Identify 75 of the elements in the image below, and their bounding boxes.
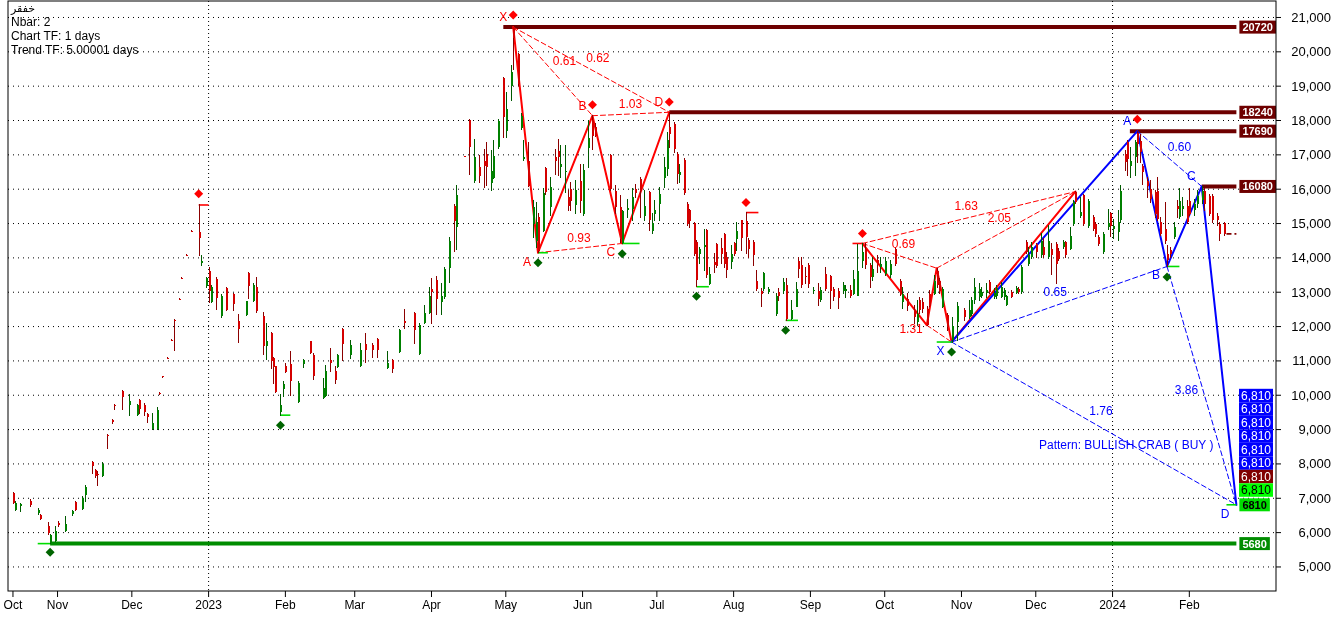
x-tick-label: Nov [46,598,69,612]
annotation: 6,810 [1240,402,1272,417]
data-label: 17690 [1242,125,1273,138]
x-tick-label: Nov [950,598,973,612]
x-tick-label: Sep [799,598,822,612]
data-label: 20720 [1242,21,1273,34]
y-tick-label: 18,000 [1291,113,1331,129]
data-label: B [578,98,587,113]
data-label: C [606,245,616,260]
y-tick-label: 17,000 [1291,147,1331,163]
x-tick-label: 2024 [1099,598,1127,612]
y-tick-label: 10,000 [1291,387,1331,403]
x-tick-label: 2023 [195,598,223,612]
series-label: 3.86 [1174,383,1199,398]
series-label: 0.61 [552,53,577,68]
series-label: 1.03 [618,97,643,112]
data-label: X [936,344,945,359]
series-label: 1.76 [1089,404,1113,419]
annotation: 6,810 [1240,469,1272,484]
series-label: 0.93 [567,230,591,245]
y-tick-label: 15,000 [1291,216,1331,232]
y-tick-label: 14,000 [1291,250,1331,266]
annotation: Chart TF: 1 days [11,29,101,43]
annotation: 6,810 [1240,483,1272,498]
data-label: D [654,95,664,110]
data-label: A [522,254,531,269]
annotation: 6,810 [1240,388,1272,403]
annotation: 6,810 [1240,442,1272,457]
x-tick-label: Mar [344,598,366,612]
x-tick-label: Feb [1178,598,1200,612]
series-label: 0.65 [1043,285,1067,300]
y-tick-label: 19,000 [1291,78,1331,94]
x-tick-label: Jul [649,598,665,612]
y-tick-label: 7,000 [1298,490,1331,506]
x-tick-label: May [494,598,518,612]
y-tick-label: 12,000 [1291,319,1331,335]
y-tick-label: 16,000 [1291,181,1331,197]
series-label: 0.62 [586,50,610,65]
data-label: B [1152,268,1161,283]
annotation: Trend TF: 5.00001 days [11,43,139,57]
chart-title: خفقر [10,2,35,15]
y-tick-label: 5,000 [1298,559,1331,575]
x-tick-label: Oct [875,598,895,612]
data-label: 6810 [1242,498,1267,511]
y-tick-label: 21,000 [1291,9,1331,25]
series-label: Pattern: BULLISH CRAB ( BUY ) [1038,438,1214,453]
data-label: 16080 [1242,180,1273,193]
x-tick-label: Feb [275,598,297,612]
series-label: 0.60 [1167,140,1192,155]
x-tick-label: Oct [3,598,23,612]
x-tick-label: Aug [722,598,745,612]
data-label: D [1220,506,1230,521]
y-tick-label: 8,000 [1298,456,1331,472]
y-tick-label: 13,000 [1291,284,1331,300]
data-label: 18240 [1242,106,1273,119]
x-tick-label: Apr [422,598,441,612]
annotation: 6,810 [1240,415,1272,430]
annotation: 6,810 [1240,456,1272,471]
data-label: 5680 [1242,537,1267,550]
x-tick-label: Dec [121,598,143,612]
x-tick-label: Jun [572,598,593,612]
data-label: A [1123,114,1132,129]
series-label: 1.31 [899,322,923,337]
x-tick-label: Dec [1025,598,1047,612]
series-label: 0.69 [891,237,916,252]
annotation: 6,810 [1240,429,1272,444]
y-tick-label: 11,000 [1292,353,1331,369]
y-tick-label: 9,000 [1298,422,1331,438]
y-tick-label: 20,000 [1291,44,1331,60]
series-label: 2.05 [987,210,1011,225]
annotation: Nbar: 2 [11,15,51,29]
series-label: 1.63 [954,199,978,214]
y-tick-label: 6,000 [1298,525,1331,541]
data-label: C [1187,169,1197,184]
data-label: X [499,10,508,25]
